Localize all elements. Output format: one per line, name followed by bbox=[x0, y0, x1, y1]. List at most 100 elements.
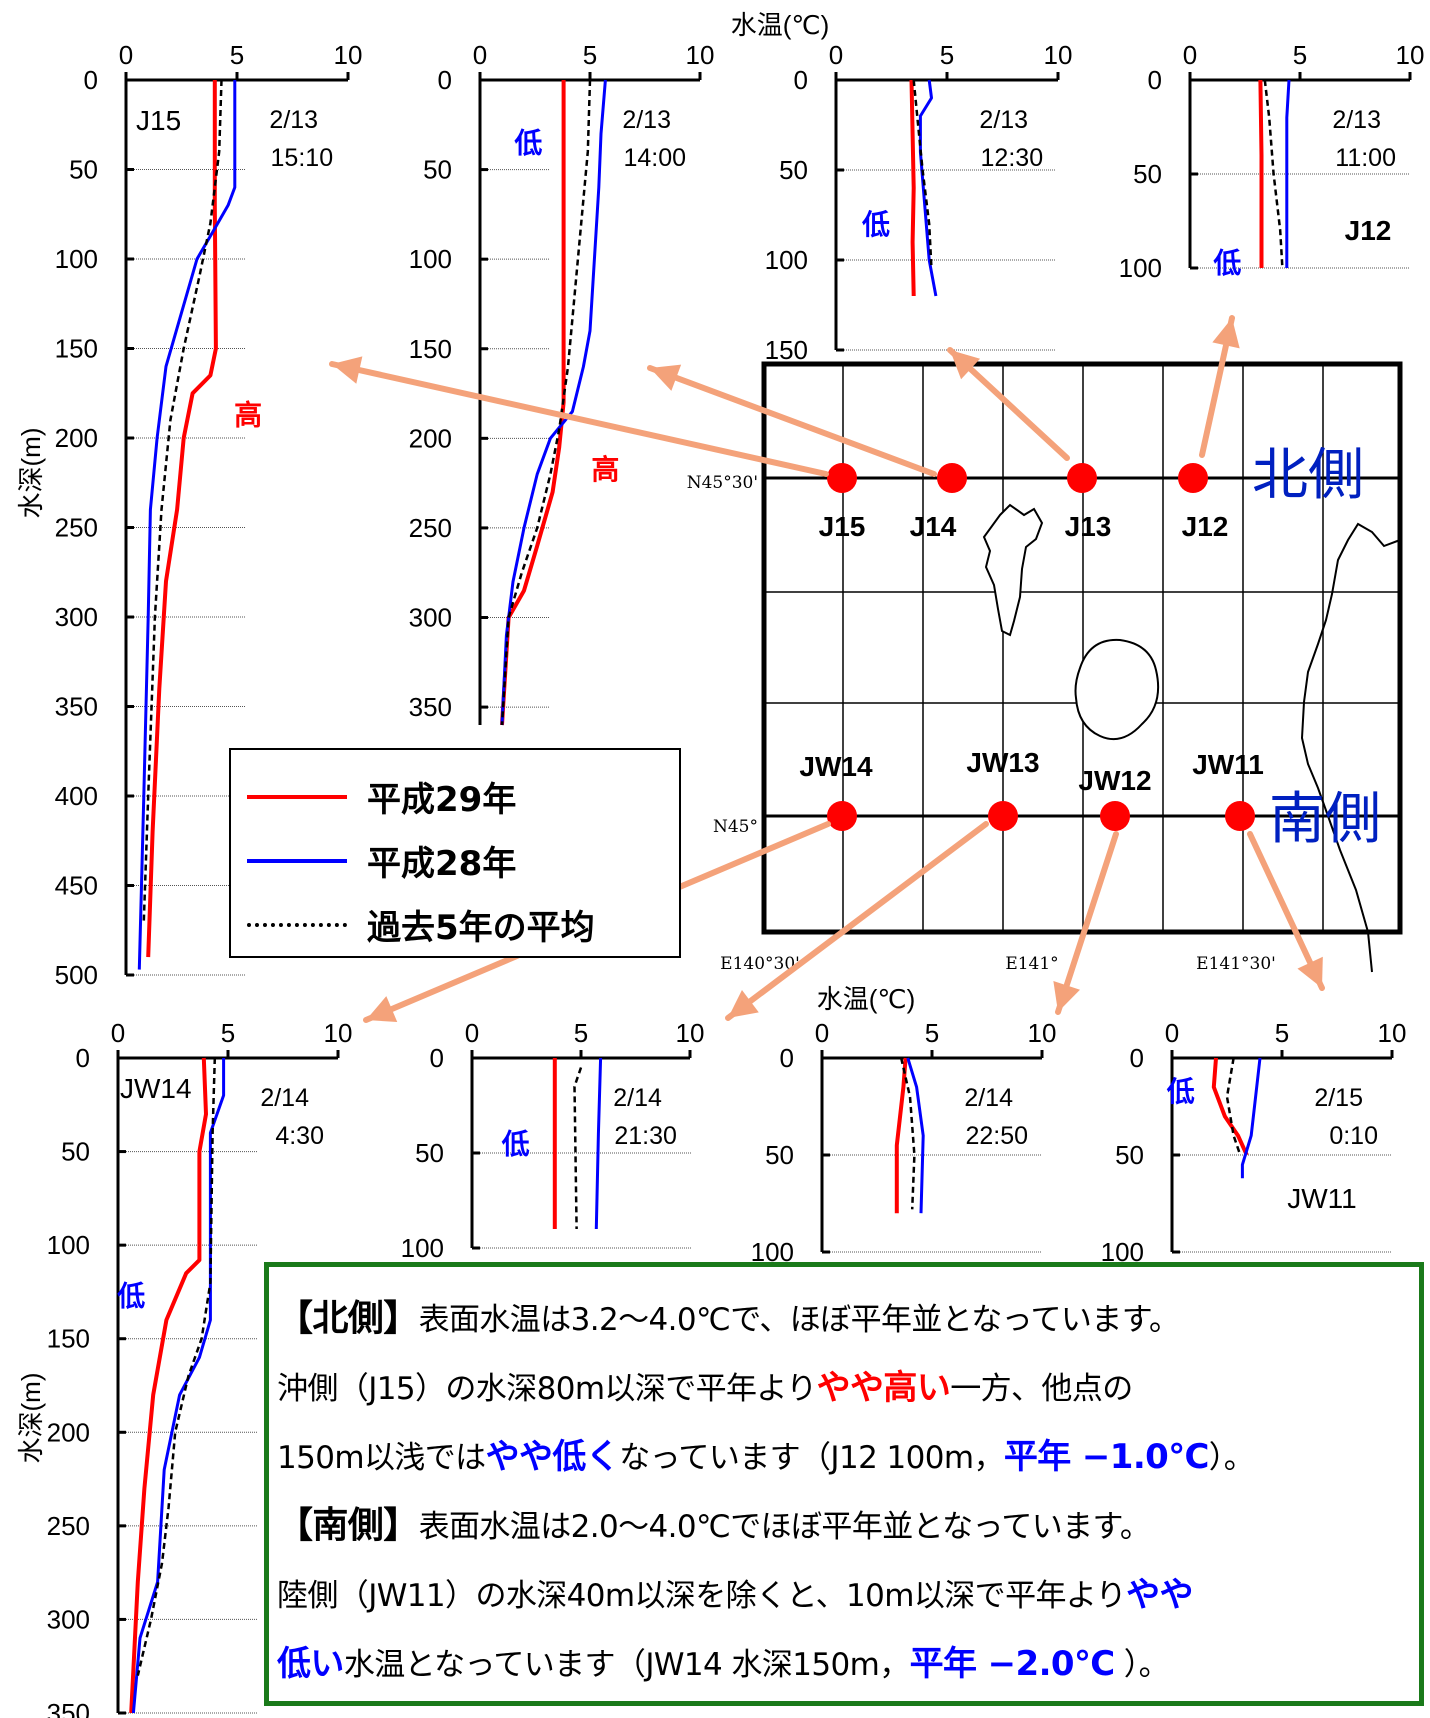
series-line-y2017-j13 bbox=[909, 79, 916, 297]
y-tick-label-jw14: 150 bbox=[47, 1324, 90, 1354]
axis-title-temp-bottom: 水温(℃) bbox=[817, 984, 916, 1014]
y-tick-label-j15: 300 bbox=[55, 602, 98, 632]
legend-label-2016: 平成28年 bbox=[367, 844, 517, 884]
station-dot-j15 bbox=[827, 463, 857, 493]
y-tick-label-j14: 250 bbox=[409, 513, 452, 543]
y-tick-label-j15: 150 bbox=[55, 334, 98, 364]
time-label-j13: 12:30 bbox=[981, 144, 1044, 172]
station-label-jw12: JW12 bbox=[1078, 765, 1151, 796]
annotation-high-j14: 高 bbox=[591, 453, 619, 486]
series-line-avg-jw12 bbox=[899, 1057, 916, 1210]
summary-line-6: 低い水温となっています（JW14 水深150m，平年 −2.0℃ ）。 bbox=[277, 1630, 1419, 1699]
x-tick-label-jw13: 5 bbox=[574, 1018, 588, 1048]
station-label-j14: J14 bbox=[910, 511, 957, 542]
chart-station-label-j15: J15 bbox=[136, 105, 181, 136]
station-dot-j14 bbox=[937, 463, 967, 493]
y-tick-label-j14: 100 bbox=[409, 244, 452, 274]
connector-arrow-jw12 bbox=[1055, 831, 1119, 1015]
highlight-lower: やや bbox=[1126, 1575, 1193, 1615]
profile-chart-j15: 0 5 100501001502002503003504004505002/1315… bbox=[55, 40, 363, 990]
arrow-head-jw11 bbox=[1297, 956, 1323, 988]
summary-line-1: 【北側】表面水温は3.2～4.0℃で、ほぼ平年並となっています。 bbox=[277, 1285, 1419, 1354]
x-tick-label-j15: 5 bbox=[230, 40, 244, 70]
series-line-y2017-jw12 bbox=[894, 1057, 908, 1214]
summary-line-5: 陸側（JW11）の水深40m以深を除くと、10m以深で平年よりやや bbox=[277, 1561, 1419, 1630]
station-map: J15 J14 J13 J12 JW14 JW13 JW12 JW11 北側 南… bbox=[687, 361, 1403, 974]
series-line-y2016-j12 bbox=[1285, 79, 1291, 268]
x-tick-label-j14: 0 bbox=[473, 40, 487, 70]
date-label-jw13: 2/14 bbox=[613, 1084, 662, 1112]
series-line-y2016-j13 bbox=[918, 79, 938, 297]
time-label-jw11: 0:10 bbox=[1329, 1122, 1378, 1150]
x-tick-label-jw13: 10 bbox=[676, 1018, 705, 1048]
time-label-jw13: 21:30 bbox=[614, 1122, 677, 1150]
x-tick-label-jw12: 5 bbox=[925, 1018, 939, 1048]
y-tick-label-jw13: 0 bbox=[430, 1043, 444, 1073]
series-line-y2016-j15 bbox=[137, 80, 237, 970]
highlight-higher: やや高い bbox=[816, 1368, 951, 1408]
y-tick-label-j14: 0 bbox=[438, 65, 452, 95]
y-tick-label-jw14: 200 bbox=[47, 1417, 90, 1447]
south-surface-text: 表面水温は2.0～4.0℃でほぼ平年並となっています。 bbox=[418, 1509, 1151, 1545]
date-label-j14: 2/13 bbox=[622, 106, 671, 134]
x-tick-label-jw11: 10 bbox=[1378, 1018, 1407, 1048]
text-seg: ）。 bbox=[1208, 1440, 1255, 1476]
series-line-avg-j13 bbox=[912, 79, 933, 270]
series-line-avg-jw14 bbox=[136, 1057, 217, 1676]
arrow-head-j14 bbox=[650, 364, 682, 391]
chart-station-label-jw14: JW14 bbox=[120, 1073, 192, 1104]
y-tick-label-j15: 400 bbox=[55, 781, 98, 811]
y-tick-label-jw11: 50 bbox=[1115, 1140, 1144, 1170]
connector-arrow-j14 bbox=[647, 365, 937, 477]
time-label-jw14: 4:30 bbox=[275, 1122, 324, 1150]
x-tick-label-j13: 5 bbox=[940, 40, 954, 70]
legend-swatch-2016 bbox=[247, 858, 347, 863]
y-tick-label-j13: 100 bbox=[765, 245, 808, 275]
highlight-lower: 低い bbox=[277, 1644, 344, 1684]
station-dot-jw11 bbox=[1225, 801, 1255, 831]
y-tick-label-j15: 500 bbox=[55, 960, 98, 990]
highlight-anomaly: 平年 −2.0℃ bbox=[909, 1644, 1116, 1684]
y-tick-label-j14: 300 bbox=[409, 603, 452, 633]
series-line-y2016-jw14 bbox=[131, 1058, 226, 1714]
north-side-label: 北側 bbox=[1252, 443, 1364, 506]
x-tick-label-jw12: 0 bbox=[815, 1018, 829, 1048]
x-tick-label-jw13: 0 bbox=[465, 1018, 479, 1048]
y-tick-label-j12: 50 bbox=[1133, 159, 1162, 189]
legend-swatch-2017 bbox=[247, 794, 347, 799]
y-tick-label-j15: 200 bbox=[55, 423, 98, 453]
station-dot-jw12 bbox=[1100, 801, 1130, 831]
y-tick-label-j14: 350 bbox=[409, 692, 452, 722]
time-label-j14: 14:00 bbox=[623, 144, 686, 172]
legend-item-2016: 平成28年 bbox=[247, 836, 516, 885]
text-seg: 陸側（JW11）の水深40m以深を除くと、10m以深で平年より bbox=[277, 1578, 1127, 1614]
legend-item-2017: 平成29年 bbox=[247, 772, 516, 821]
station-label-jw14: JW14 bbox=[799, 751, 873, 782]
lat-label-south: N45° bbox=[713, 817, 758, 837]
summary-line-4: 【南側】表面水温は2.0～4.0℃でほぼ平年並となっています。 bbox=[277, 1492, 1419, 1561]
x-tick-label-jw14: 5 bbox=[221, 1018, 235, 1048]
station-label-jw11: JW11 bbox=[1192, 749, 1264, 780]
x-tick-label-j12: 10 bbox=[1396, 40, 1425, 70]
legend-swatch-avg bbox=[247, 922, 347, 927]
connector-arrow-j15 bbox=[329, 361, 829, 477]
series-line-y2017-jw14 bbox=[129, 1057, 208, 1714]
y-tick-label-j15: 100 bbox=[55, 244, 98, 274]
south-side-label: 南側 bbox=[1269, 787, 1381, 850]
station-dots bbox=[827, 463, 1255, 831]
time-label-j15: 15:10 bbox=[271, 144, 334, 172]
y-tick-label-jw14: 100 bbox=[47, 1230, 90, 1260]
lat-label-north: N45°30' bbox=[687, 473, 758, 493]
y-tick-label-j13: 150 bbox=[765, 335, 808, 365]
y-tick-label-j15: 450 bbox=[55, 871, 98, 901]
x-tick-label-jw11: 0 bbox=[1165, 1018, 1179, 1048]
station-dot-jw13 bbox=[988, 801, 1018, 831]
series-line-avg-j12 bbox=[1263, 79, 1284, 269]
x-tick-label-j14: 10 bbox=[686, 40, 715, 70]
